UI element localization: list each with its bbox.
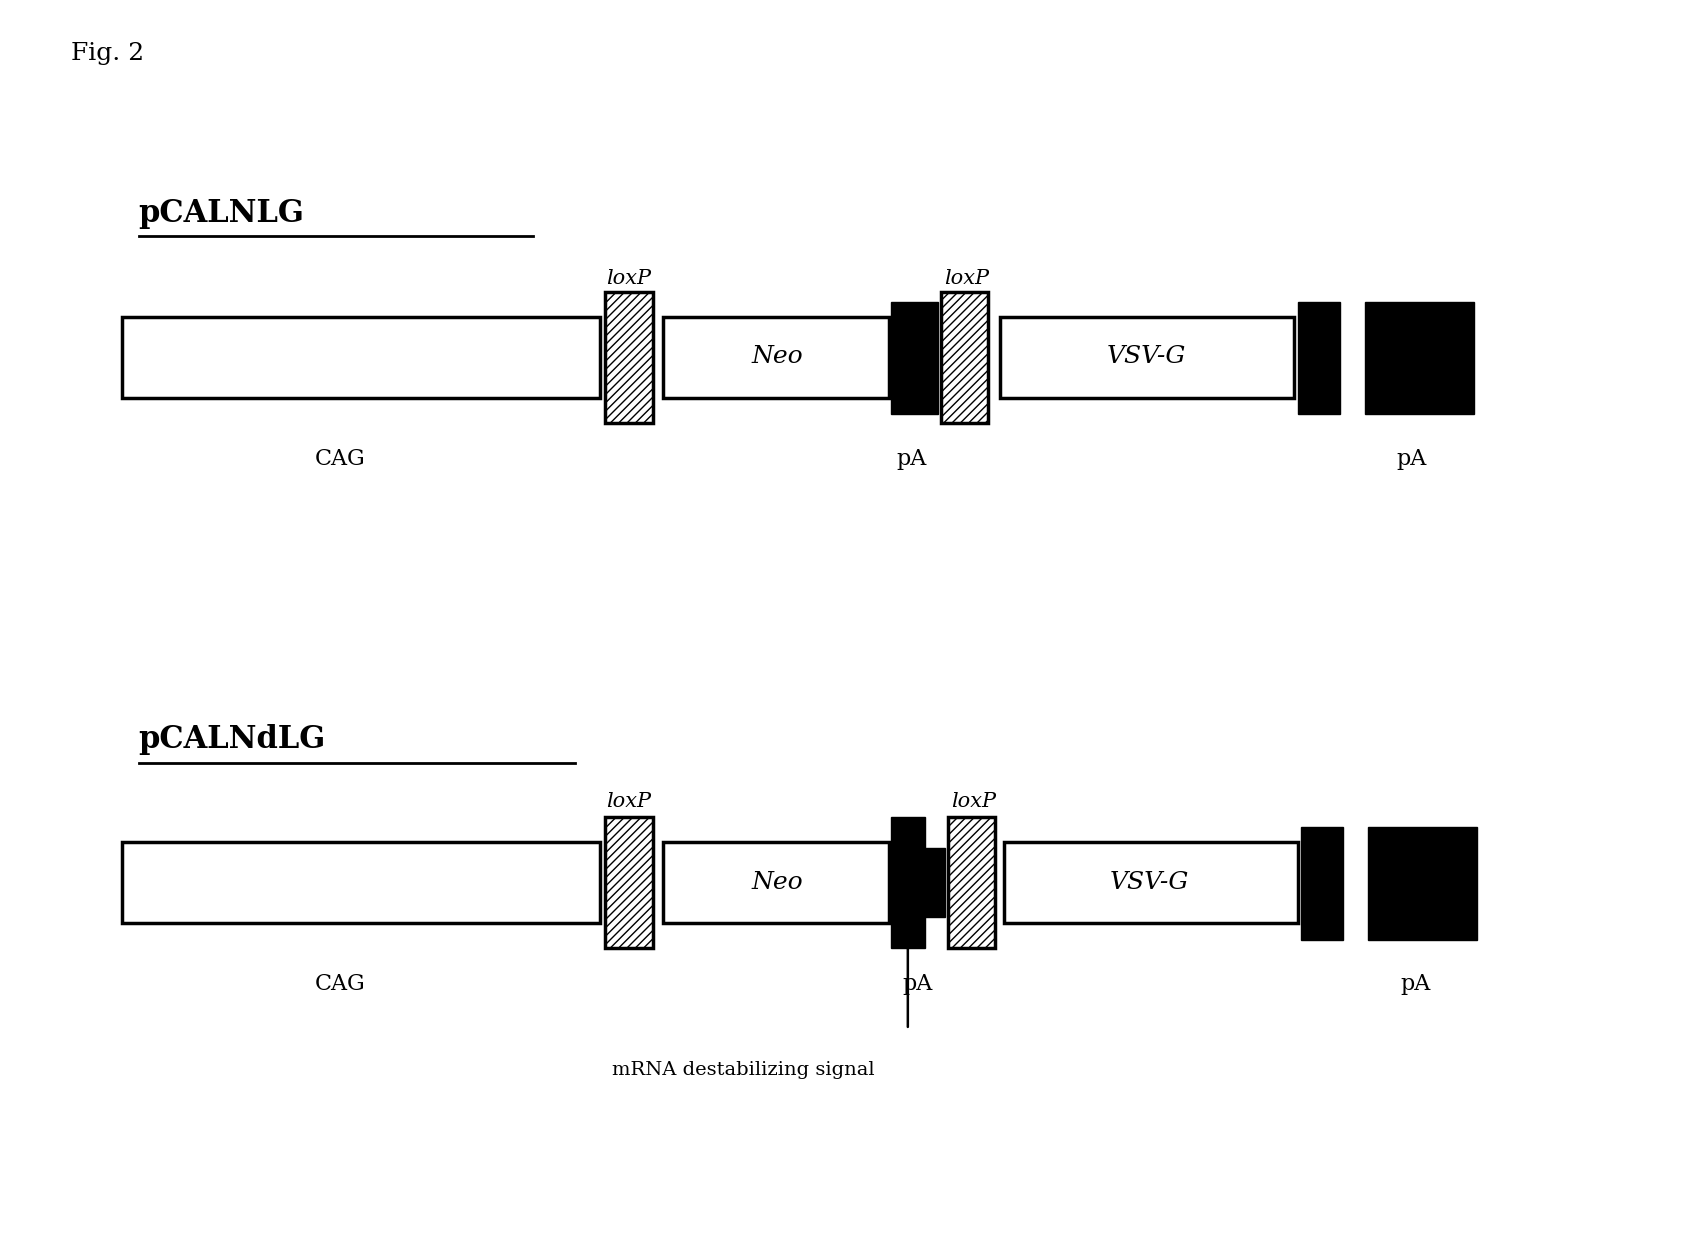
Text: CAG: CAG — [314, 973, 366, 996]
Bar — [891, 302, 939, 414]
Text: Neo: Neo — [751, 345, 802, 369]
Bar — [663, 842, 890, 923]
Text: loxP: loxP — [944, 269, 989, 288]
Bar — [1004, 842, 1298, 923]
Bar — [949, 817, 996, 948]
Text: pA: pA — [896, 448, 927, 470]
Bar — [1367, 827, 1477, 939]
Text: pCALNdLG: pCALNdLG — [138, 724, 326, 754]
Bar — [606, 817, 653, 948]
Bar — [606, 292, 653, 423]
Text: pA: pA — [1399, 973, 1430, 996]
Text: loxP: loxP — [606, 269, 652, 288]
Text: pA: pA — [1396, 448, 1426, 470]
Text: loxP: loxP — [606, 792, 652, 811]
Text: pA: pA — [903, 973, 933, 996]
Text: mRNA destabilizing signal: mRNA destabilizing signal — [613, 1061, 874, 1079]
Text: VSV-G: VSV-G — [1111, 871, 1190, 894]
Text: Fig. 2: Fig. 2 — [71, 42, 145, 64]
Bar — [942, 292, 989, 423]
Text: VSV-G: VSV-G — [1107, 345, 1187, 369]
Bar — [122, 842, 601, 923]
Text: CAG: CAG — [314, 448, 366, 470]
Bar — [1364, 302, 1474, 414]
Bar — [122, 317, 601, 398]
Bar — [891, 817, 925, 948]
Text: loxP: loxP — [950, 792, 996, 811]
Bar — [1301, 827, 1344, 939]
Bar — [1001, 317, 1295, 398]
Bar — [1298, 302, 1340, 414]
Bar — [925, 849, 945, 917]
Text: pCALNLG: pCALNLG — [138, 198, 304, 229]
Bar — [663, 317, 890, 398]
Text: Neo: Neo — [751, 871, 802, 894]
